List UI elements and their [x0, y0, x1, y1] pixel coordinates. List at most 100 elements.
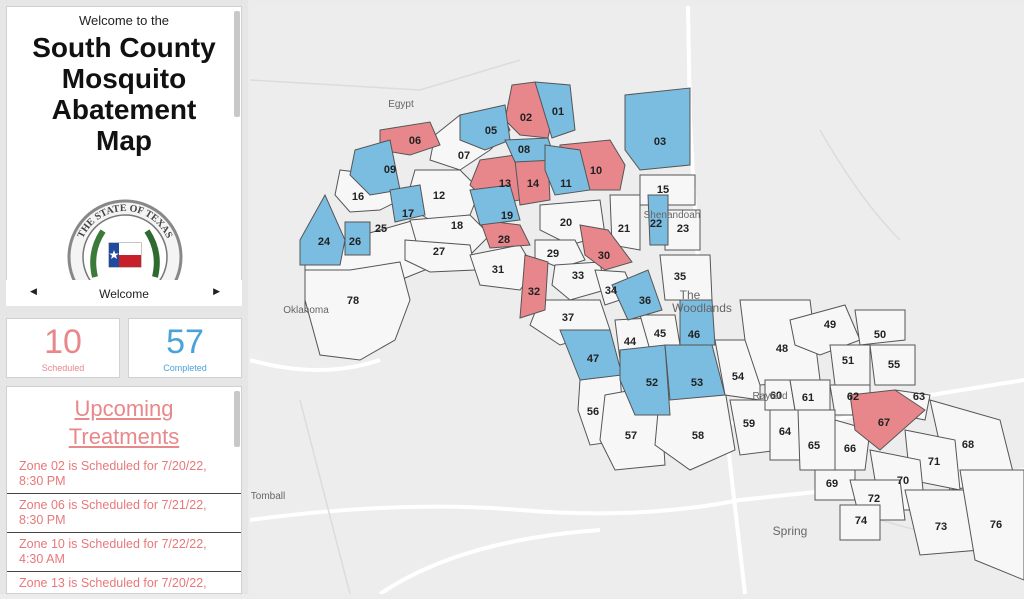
carousel-label: Welcome [99, 287, 149, 301]
zone-label-36: 36 [639, 295, 651, 307]
place-label: Oklahoma [283, 305, 329, 316]
title-line: Abatement [51, 94, 197, 125]
sidebar: Welcome to the South County Mosquito Aba… [0, 0, 248, 594]
zone-label-08: 08 [518, 144, 530, 156]
zone-label-59: 59 [743, 418, 755, 430]
completed-label: Completed [163, 363, 207, 373]
zone-label-28: 28 [498, 234, 510, 246]
place-labels: Egypt Oklahoma Shenandoah The Woodlands … [251, 99, 808, 538]
zone-label-68: 68 [962, 439, 974, 451]
zone-label-22: 22 [650, 218, 662, 230]
completed-count-card: 57 Completed [128, 318, 242, 378]
zone-label-15: 15 [657, 184, 669, 196]
scheduled-label: Scheduled [41, 363, 85, 373]
welcome-carousel-nav: ◀ Welcome ▶ [6, 280, 242, 306]
scheduled-count: 10 [44, 323, 82, 361]
title-line: Mosquito [61, 63, 187, 94]
zone-label-05: 05 [485, 125, 497, 137]
zone-label-27: 27 [433, 246, 445, 258]
zone-label-64: 64 [779, 426, 792, 438]
treatment-item[interactable]: Zone 10 is Scheduled for 7/22/22, 4:30 A… [7, 532, 241, 571]
zone-label-14: 14 [527, 178, 540, 190]
place-label: Shenandoah [644, 210, 701, 221]
zone-label-50: 50 [874, 329, 886, 341]
treatment-item[interactable]: Zone 02 is Scheduled for 7/20/22, 8:30 P… [19, 459, 207, 488]
zone-label-16: 16 [352, 191, 364, 203]
zone-label-55: 55 [888, 359, 900, 371]
map-canvas[interactable]: 01 02 03 05 06 07 08 09 10 11 12 13 14 1… [249, 5, 1024, 596]
zone-label-07: 07 [458, 150, 470, 162]
zone-label-12: 12 [433, 190, 445, 202]
zone-label-67: 67 [878, 417, 890, 429]
zone-label-20: 20 [560, 217, 572, 229]
zone-label-44: 44 [624, 336, 637, 348]
treatment-list: Zone 02 is Scheduled for 7/20/22, 8:30 P… [7, 455, 241, 593]
zone-label-10: 10 [590, 165, 602, 177]
zone-label-34: 34 [605, 285, 618, 297]
welcome-subtitle: Welcome to the [78, 13, 170, 28]
zone-labels: 01 02 03 05 06 07 08 09 10 11 12 13 14 1… [318, 106, 1002, 533]
zone-label-30: 30 [598, 250, 610, 262]
zone-label-62: 62 [847, 391, 859, 403]
zone-label-45: 45 [654, 328, 666, 340]
title-line: Map [96, 125, 152, 156]
zone-label-24: 24 [318, 236, 331, 248]
zone-label-49: 49 [824, 319, 836, 331]
zone-label-01: 01 [552, 106, 564, 118]
place-label: Egypt [388, 99, 414, 110]
zone-label-02: 02 [520, 112, 532, 124]
zone-polygons-default [304, 109, 1024, 581]
upcoming-title-line: Treatments [68, 424, 180, 449]
title-line: South County [32, 32, 216, 63]
zone-label-52: 52 [646, 377, 658, 389]
place-label: Rayford [752, 391, 787, 402]
zone-label-58: 58 [692, 430, 704, 442]
zone-label-17: 17 [402, 208, 414, 220]
zone-label-72: 72 [868, 493, 880, 505]
zone-label-65: 65 [808, 440, 820, 452]
place-label: Spring [773, 524, 808, 538]
zone-label-78: 78 [347, 295, 359, 307]
place-label: Tomball [251, 491, 285, 502]
zone-label-66: 66 [844, 443, 856, 455]
place-label: Woodlands [672, 301, 732, 315]
completed-count: 57 [166, 323, 204, 361]
zone-label-25: 25 [375, 223, 387, 235]
zone-label-09: 09 [384, 164, 396, 176]
zone-label-61: 61 [802, 392, 814, 404]
upcoming-title[interactable]: Upcoming Treatments [7, 395, 241, 451]
zone-label-03: 03 [654, 136, 666, 148]
scrollbar-thumb[interactable] [234, 391, 240, 447]
zone-label-54: 54 [732, 371, 745, 383]
treatment-item[interactable]: Zone 13 is Scheduled for 7/20/22, 8:30 P… [7, 571, 241, 593]
zone-label-48: 48 [776, 343, 788, 355]
scheduled-count-card: 10 Scheduled [6, 318, 120, 378]
zone-label-63: 63 [913, 391, 925, 403]
zone-label-23: 23 [677, 223, 689, 235]
zone-label-73: 73 [935, 521, 947, 533]
zone-label-74: 74 [855, 515, 868, 527]
zone-label-71: 71 [928, 456, 940, 468]
zone-label-18: 18 [451, 220, 463, 232]
welcome-panel: Welcome to the South County Mosquito Aba… [6, 6, 242, 306]
zone-label-60: 60 [770, 390, 782, 402]
zone-label-06: 06 [409, 135, 421, 147]
zone-label-29: 29 [547, 248, 559, 260]
zone-label-57: 57 [625, 430, 637, 442]
zone-label-46: 46 [688, 329, 700, 341]
zone-label-47: 47 [587, 353, 599, 365]
zone-map[interactable]: 01 02 03 05 06 07 08 09 10 11 12 13 14 1… [249, 5, 1024, 596]
scrollbar-thumb[interactable] [234, 11, 240, 117]
texas-seal-logo: THE STATE OF TEXAS [65, 197, 185, 287]
zone-polygons-completed [299, 81, 726, 416]
upcoming-title-line: Upcoming [74, 396, 174, 421]
caret-left-icon[interactable]: ◀ [30, 286, 37, 296]
zone-label-76: 76 [990, 519, 1002, 531]
treatment-item[interactable]: Zone 06 is Scheduled for 7/21/22, 8:30 P… [7, 493, 241, 532]
zone-label-51: 51 [842, 355, 854, 367]
caret-right-icon[interactable]: ▶ [213, 286, 220, 296]
upcoming-treatments-panel: Upcoming Treatments Zone 02 is Scheduled… [6, 386, 242, 594]
zone-label-11: 11 [560, 178, 572, 190]
zone-label-35: 35 [674, 271, 686, 283]
zone-label-69: 69 [826, 478, 838, 490]
